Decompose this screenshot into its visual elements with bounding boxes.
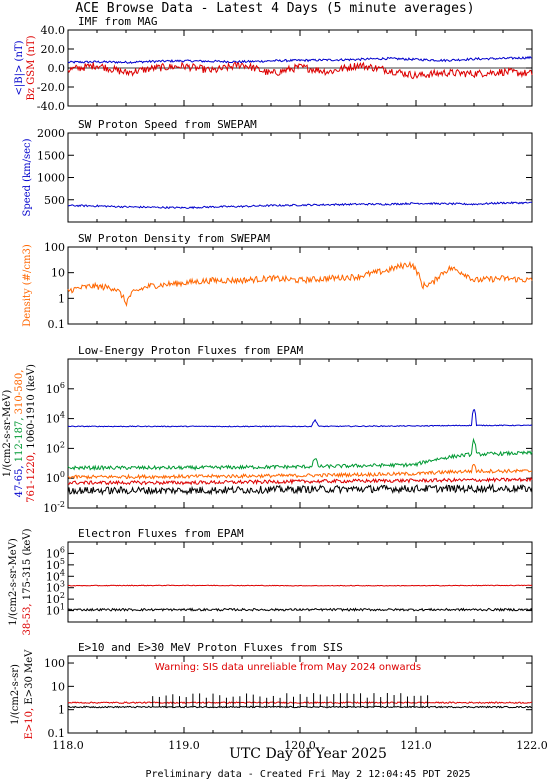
y-tick-label: 10 xyxy=(51,267,65,280)
panel-title: Electron Fluxes from EPAM xyxy=(78,527,244,540)
series-line xyxy=(67,463,532,480)
y-axis-label: E>10, E>30 MeV xyxy=(24,649,35,740)
series-line xyxy=(67,260,533,308)
y-tick-label: 106 xyxy=(46,381,65,396)
y-tick-label: 104 xyxy=(46,411,65,426)
y-tick-label: 1 xyxy=(58,292,65,305)
y-tick-label: -20.0 xyxy=(37,81,65,94)
y-axis-label: 1/(cm2-s-sr-MeV) xyxy=(2,390,13,478)
y-axis-label: 47-65, 112-187, 310-580, xyxy=(14,370,25,498)
y-axis-label: 1/(cm2-s-sr) xyxy=(10,664,21,725)
panel-title: Low-Energy Proton Fluxes from EPAM xyxy=(78,344,304,357)
y-tick-label: 103 xyxy=(46,580,65,595)
series-line xyxy=(67,201,533,210)
panel-frame xyxy=(67,132,533,223)
panel-3: 100 10 1 0.1 SW Proton Density from SWEPAM De… xyxy=(22,232,533,331)
series-line xyxy=(67,61,533,80)
y-tick-label: 105 xyxy=(46,557,65,572)
panel-1: 40.0 20.0 0.0 -20.0 -40.0 IMF from MAG <|B|> (… xyxy=(14,15,533,113)
x-tick-label: 122.0 xyxy=(516,739,548,752)
y-tick-label: 100 xyxy=(44,241,65,254)
x-tick-label: 120.0 xyxy=(284,739,316,752)
y-axis-label: <|B|> (nT) xyxy=(14,40,25,95)
sis-warning: Warning: SIS data unreliable from May 20… xyxy=(155,662,421,673)
series-line xyxy=(67,483,533,496)
x-tick-label: 118.0 xyxy=(52,739,84,752)
y-tick-label: -40.0 xyxy=(37,100,65,113)
y-axis-label: Speed (km/sec) xyxy=(22,138,33,216)
panel-2: 2000 1500 1000 500 SW Proton Speed from SWEP… xyxy=(22,118,533,223)
y-tick-label: 101 xyxy=(46,603,65,618)
y-tick-label: 0.0 xyxy=(48,62,66,75)
y-axis-label: Density (#/cm3) xyxy=(22,244,33,327)
y-tick-label: 500 xyxy=(44,194,65,207)
x-tick-label: 119.0 xyxy=(168,739,200,752)
panel-title: SW Proton Density from SWEPAM xyxy=(78,232,270,245)
series-line xyxy=(67,437,533,472)
x-tick-label: 121.0 xyxy=(400,739,432,752)
series-line xyxy=(67,409,533,428)
x-axis-label: UTC Day of Year 2025 xyxy=(229,746,387,762)
panel-title: SW Proton Speed from SWEPAM xyxy=(78,118,257,131)
series-line xyxy=(67,607,533,612)
y-axis-label: 761-1220, 1060-1910 (keV) xyxy=(26,364,37,503)
y-tick-label: 0.1 xyxy=(48,727,66,740)
panel-4: 106 104 102 100 10-2 Low-Energy Proton Fluxes… xyxy=(2,344,533,515)
panel-6: 100 10 1 0.1 E>10 and E>30 MeV Proton Fluxes… xyxy=(10,641,548,752)
y-tick-label: 20.0 xyxy=(41,43,66,56)
y-tick-label: 106 xyxy=(46,545,65,560)
series-line xyxy=(67,476,533,486)
y-tick-label: 10-2 xyxy=(43,500,65,515)
y-axis-label: 38-53, 175-315 (keV) xyxy=(22,528,33,635)
footer-note: Preliminary data - Created Fri May 2 12:… xyxy=(145,769,470,780)
y-tick-label: 1500 xyxy=(37,149,65,162)
panel-frame xyxy=(67,358,533,509)
y-tick-label: 102 xyxy=(46,591,65,606)
y-tick-label: 2000 xyxy=(37,127,65,140)
series-line xyxy=(67,584,533,587)
series-line xyxy=(67,705,533,709)
panel-title: IMF from MAG xyxy=(78,15,157,28)
y-tick-label: 100 xyxy=(46,470,65,485)
panel-title: E>10 and E>30 MeV Proton Fluxes from SIS xyxy=(78,641,343,654)
y-tick-label: 1000 xyxy=(37,172,65,185)
y-tick-label: 102 xyxy=(46,440,65,455)
panel-frame xyxy=(67,246,533,325)
y-tick-label: 10 xyxy=(51,680,65,693)
y-tick-label: 0.1 xyxy=(48,318,66,331)
y-tick-label: 1 xyxy=(58,704,65,717)
chart-title: ACE Browse Data - Latest 4 Days (5 minut… xyxy=(75,1,474,16)
y-tick-label: 40.0 xyxy=(41,24,66,37)
y-axis-label: Bz GSM (nT) xyxy=(26,35,37,100)
series-line xyxy=(67,55,533,64)
y-axis-label: 1/(cm2-s-sr-MeV) xyxy=(8,538,19,626)
y-tick-label: 104 xyxy=(46,568,65,583)
y-tick-label: 100 xyxy=(44,657,65,670)
